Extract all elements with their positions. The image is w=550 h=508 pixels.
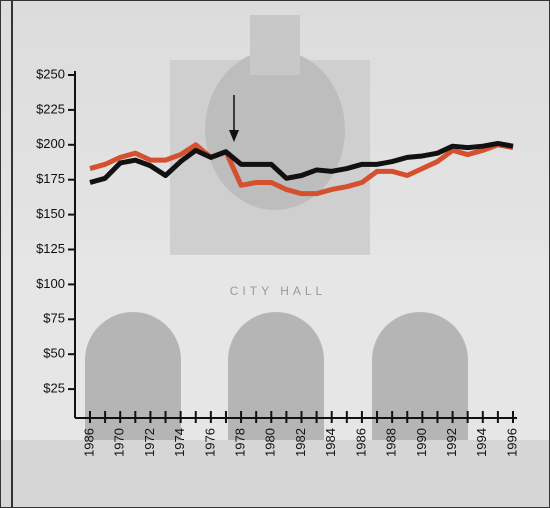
x-tick-label: 1986 [353, 428, 368, 457]
x-tick-label: 1986 [81, 428, 96, 457]
y-tick-label: $100 [36, 276, 65, 291]
x-tick-label: 1978 [233, 428, 248, 457]
x-tick-label: 1982 [293, 428, 308, 457]
series-line [89, 140, 514, 185]
x-tick-label: 1980 [263, 428, 278, 457]
y-tick-label: $200 [36, 136, 65, 151]
y-tick-label: $250 [36, 66, 65, 81]
y-tick-label: $25 [43, 381, 65, 396]
x-tick-label: 1970 [112, 428, 127, 457]
y-tick-label: $75 [43, 311, 65, 326]
series-line [89, 142, 514, 197]
x-tick-label: 1976 [202, 428, 217, 457]
x-tick-label: 1972 [142, 428, 157, 457]
y-tick-label: $225 [36, 101, 65, 116]
y-tick-label: $125 [36, 241, 65, 256]
x-tick-label: 1990 [414, 428, 429, 457]
annotation-arrow [229, 95, 239, 142]
x-tick-label: 1988 [384, 428, 399, 457]
x-tick-label: 1996 [504, 428, 519, 457]
x-tick-label: 1994 [474, 428, 489, 457]
x-tick-label: 1992 [444, 428, 459, 457]
building-sign: CITY HALL [230, 284, 326, 298]
x-tick-label: 1984 [323, 428, 338, 457]
y-tick-label: $50 [43, 346, 65, 361]
x-tick-label: 1974 [172, 428, 187, 457]
y-tick-label: $175 [36, 171, 65, 186]
y-tick-label: $150 [36, 206, 65, 221]
